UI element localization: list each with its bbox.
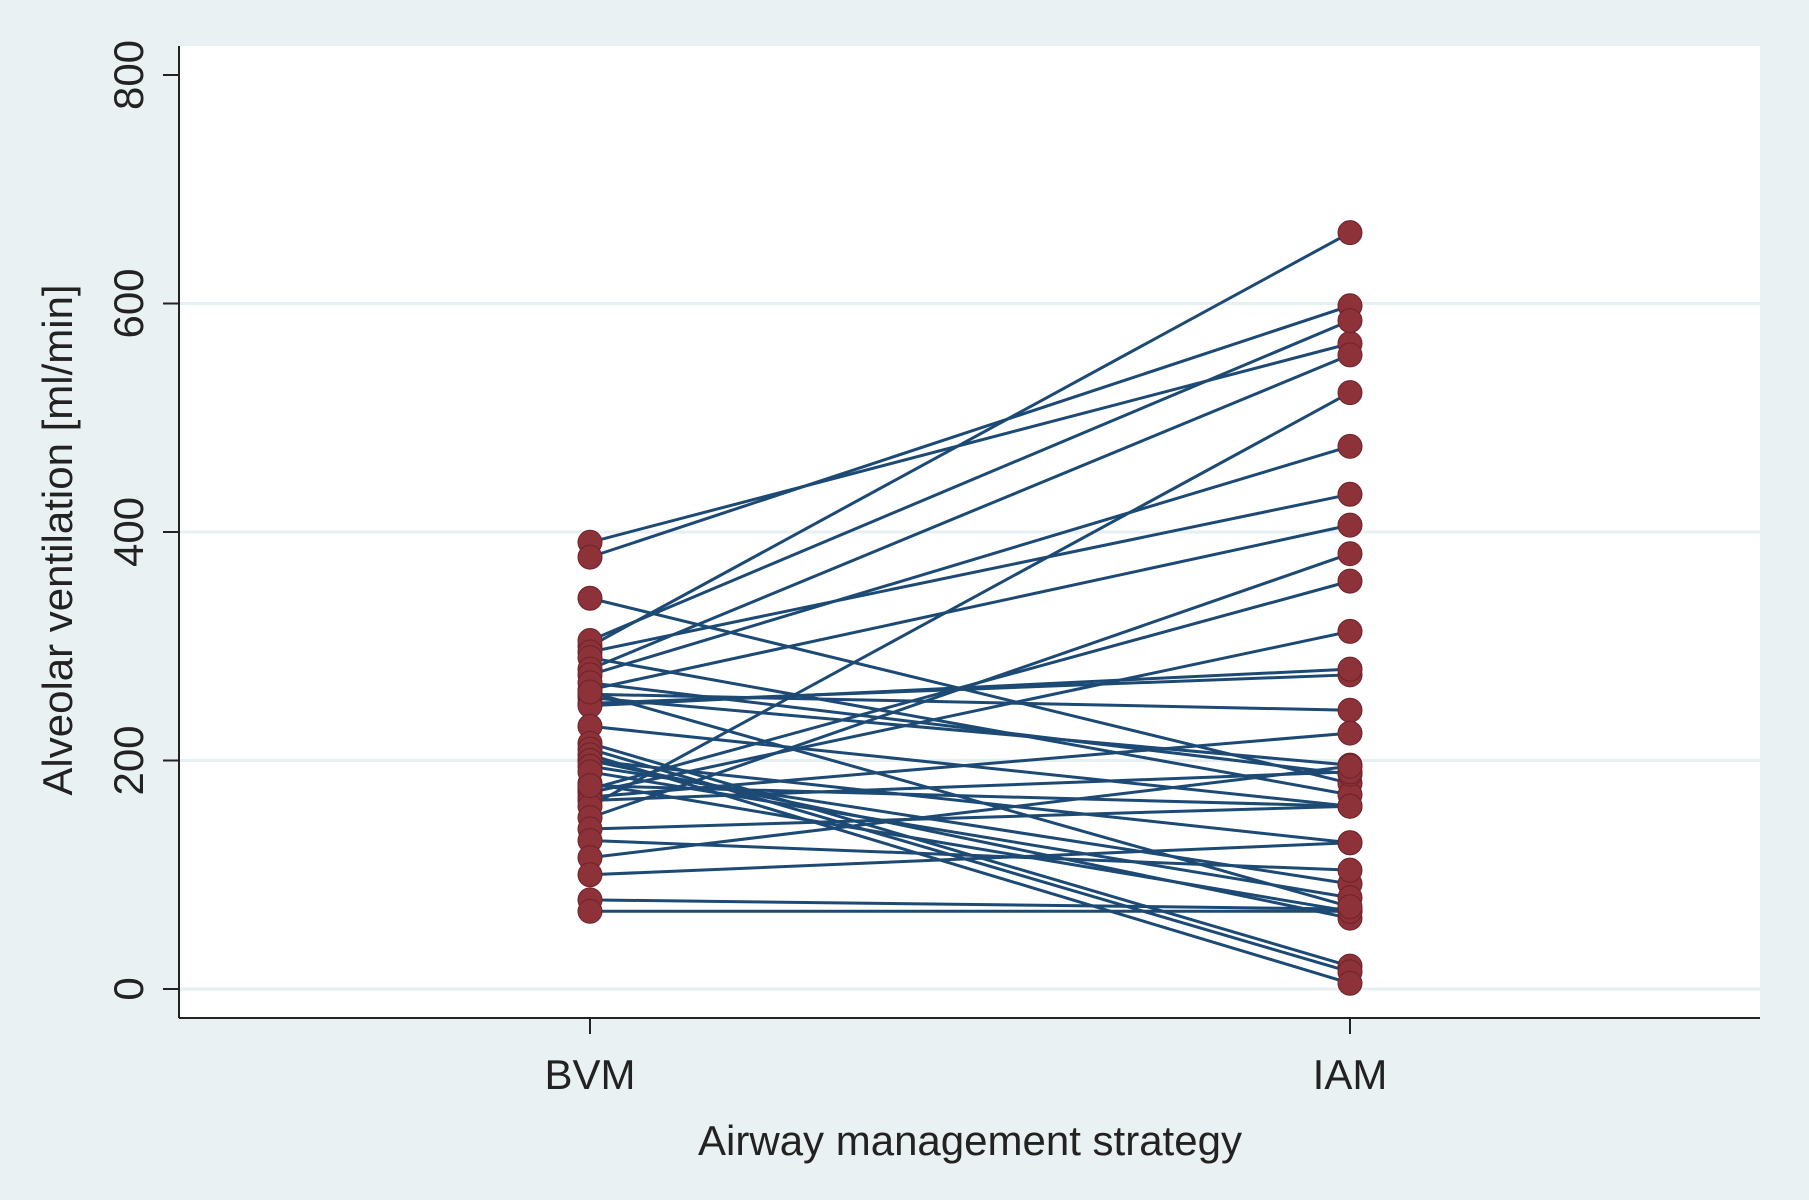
data-point-iam xyxy=(1337,720,1363,746)
x-axis-label: Airway management strategy xyxy=(698,1117,1242,1164)
pair-line xyxy=(589,342,1351,544)
pair-line xyxy=(589,231,1351,648)
pair-line xyxy=(589,667,1351,708)
data-point-iam xyxy=(1337,308,1363,334)
pair-line xyxy=(589,781,1351,913)
pair-line xyxy=(589,690,1351,909)
data-point-bvm xyxy=(577,773,603,799)
pair-line xyxy=(589,696,1351,767)
pair-line xyxy=(589,391,1351,808)
data-point-iam xyxy=(1337,618,1363,644)
y-tick-label: 400 xyxy=(105,497,152,567)
pair-line xyxy=(589,804,1351,831)
pair-line xyxy=(589,841,1351,877)
data-point-iam xyxy=(1337,970,1363,996)
data-point-bvm xyxy=(577,862,603,888)
pair-line xyxy=(589,319,1351,642)
x-tick-label: IAM xyxy=(1313,1051,1388,1098)
pair-line xyxy=(589,444,1351,677)
pair-line xyxy=(589,898,1351,911)
data-point-iam xyxy=(1337,830,1363,856)
pair-line xyxy=(589,304,1351,559)
pair-line xyxy=(589,353,1351,671)
data-point-iam xyxy=(1337,697,1363,723)
data-point-iam xyxy=(1337,512,1363,538)
y-tick-label: 200 xyxy=(105,725,152,795)
pair-line xyxy=(589,770,1351,802)
data-point-iam xyxy=(1337,753,1363,779)
data-point-iam xyxy=(1337,857,1363,883)
data-point-bvm xyxy=(577,679,603,705)
data-point-bvm xyxy=(577,544,603,570)
y-tick-label: 600 xyxy=(105,268,152,338)
pair-line xyxy=(589,552,1351,820)
pair-line xyxy=(589,838,1351,872)
data-point-bvm xyxy=(577,585,603,611)
data-point-iam xyxy=(1337,342,1363,368)
data-point-iam xyxy=(1337,433,1363,459)
y-tick-label: 800 xyxy=(105,40,152,110)
data-point-iam xyxy=(1337,793,1363,819)
data-point-iam xyxy=(1337,220,1363,246)
pair-line xyxy=(589,656,1351,797)
pair-line xyxy=(589,681,1351,776)
pair-line xyxy=(589,492,1351,654)
pair-line xyxy=(589,629,1351,794)
data-point-iam xyxy=(1337,656,1363,682)
pair-line xyxy=(589,764,1351,860)
data-point-iam xyxy=(1337,380,1363,406)
x-tick-label: BVM xyxy=(544,1051,635,1098)
y-axis-label: Alveolar ventilation [ml/min] xyxy=(34,284,81,795)
data-point-iam xyxy=(1337,541,1363,567)
pair-line xyxy=(589,523,1351,692)
pair-line xyxy=(589,731,1351,799)
data-point-bvm xyxy=(577,898,603,924)
data-point-iam xyxy=(1337,894,1363,920)
pair-line xyxy=(589,784,1351,808)
data-point-iam xyxy=(1337,568,1363,594)
y-tick-label: 0 xyxy=(105,977,152,1000)
pair-line xyxy=(589,770,1351,900)
data-point-iam xyxy=(1337,481,1363,507)
